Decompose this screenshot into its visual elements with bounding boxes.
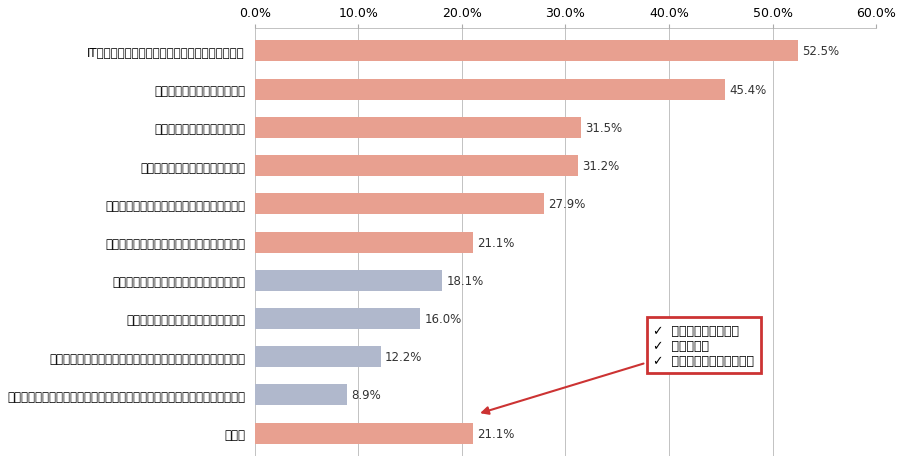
- Text: ✓  業務上の必要がない
✓  費用対効果
✓  体制が整っていない　等: ✓ 業務上の必要がない ✓ 費用対効果 ✓ 体制が整っていない 等: [482, 324, 753, 414]
- Text: 8.9%: 8.9%: [351, 388, 381, 401]
- Text: 31.2%: 31.2%: [581, 160, 619, 173]
- Text: 27.9%: 27.9%: [548, 198, 584, 211]
- Bar: [254, 308, 420, 329]
- Bar: [254, 232, 473, 253]
- Bar: [254, 270, 442, 291]
- Bar: [254, 423, 473, 444]
- Text: 45.4%: 45.4%: [728, 83, 766, 96]
- Text: 21.1%: 21.1%: [477, 427, 514, 440]
- Bar: [254, 385, 346, 406]
- Text: 21.1%: 21.1%: [477, 236, 514, 249]
- Text: 16.0%: 16.0%: [424, 312, 461, 325]
- Bar: [254, 118, 580, 138]
- Text: 31.5%: 31.5%: [584, 122, 621, 135]
- Bar: [254, 156, 577, 177]
- Text: 52.5%: 52.5%: [802, 45, 839, 58]
- Bar: [254, 80, 724, 100]
- Bar: [254, 346, 381, 368]
- Bar: [254, 41, 797, 63]
- Text: 18.1%: 18.1%: [446, 274, 483, 287]
- Text: 12.2%: 12.2%: [385, 350, 422, 363]
- Bar: [254, 194, 543, 215]
